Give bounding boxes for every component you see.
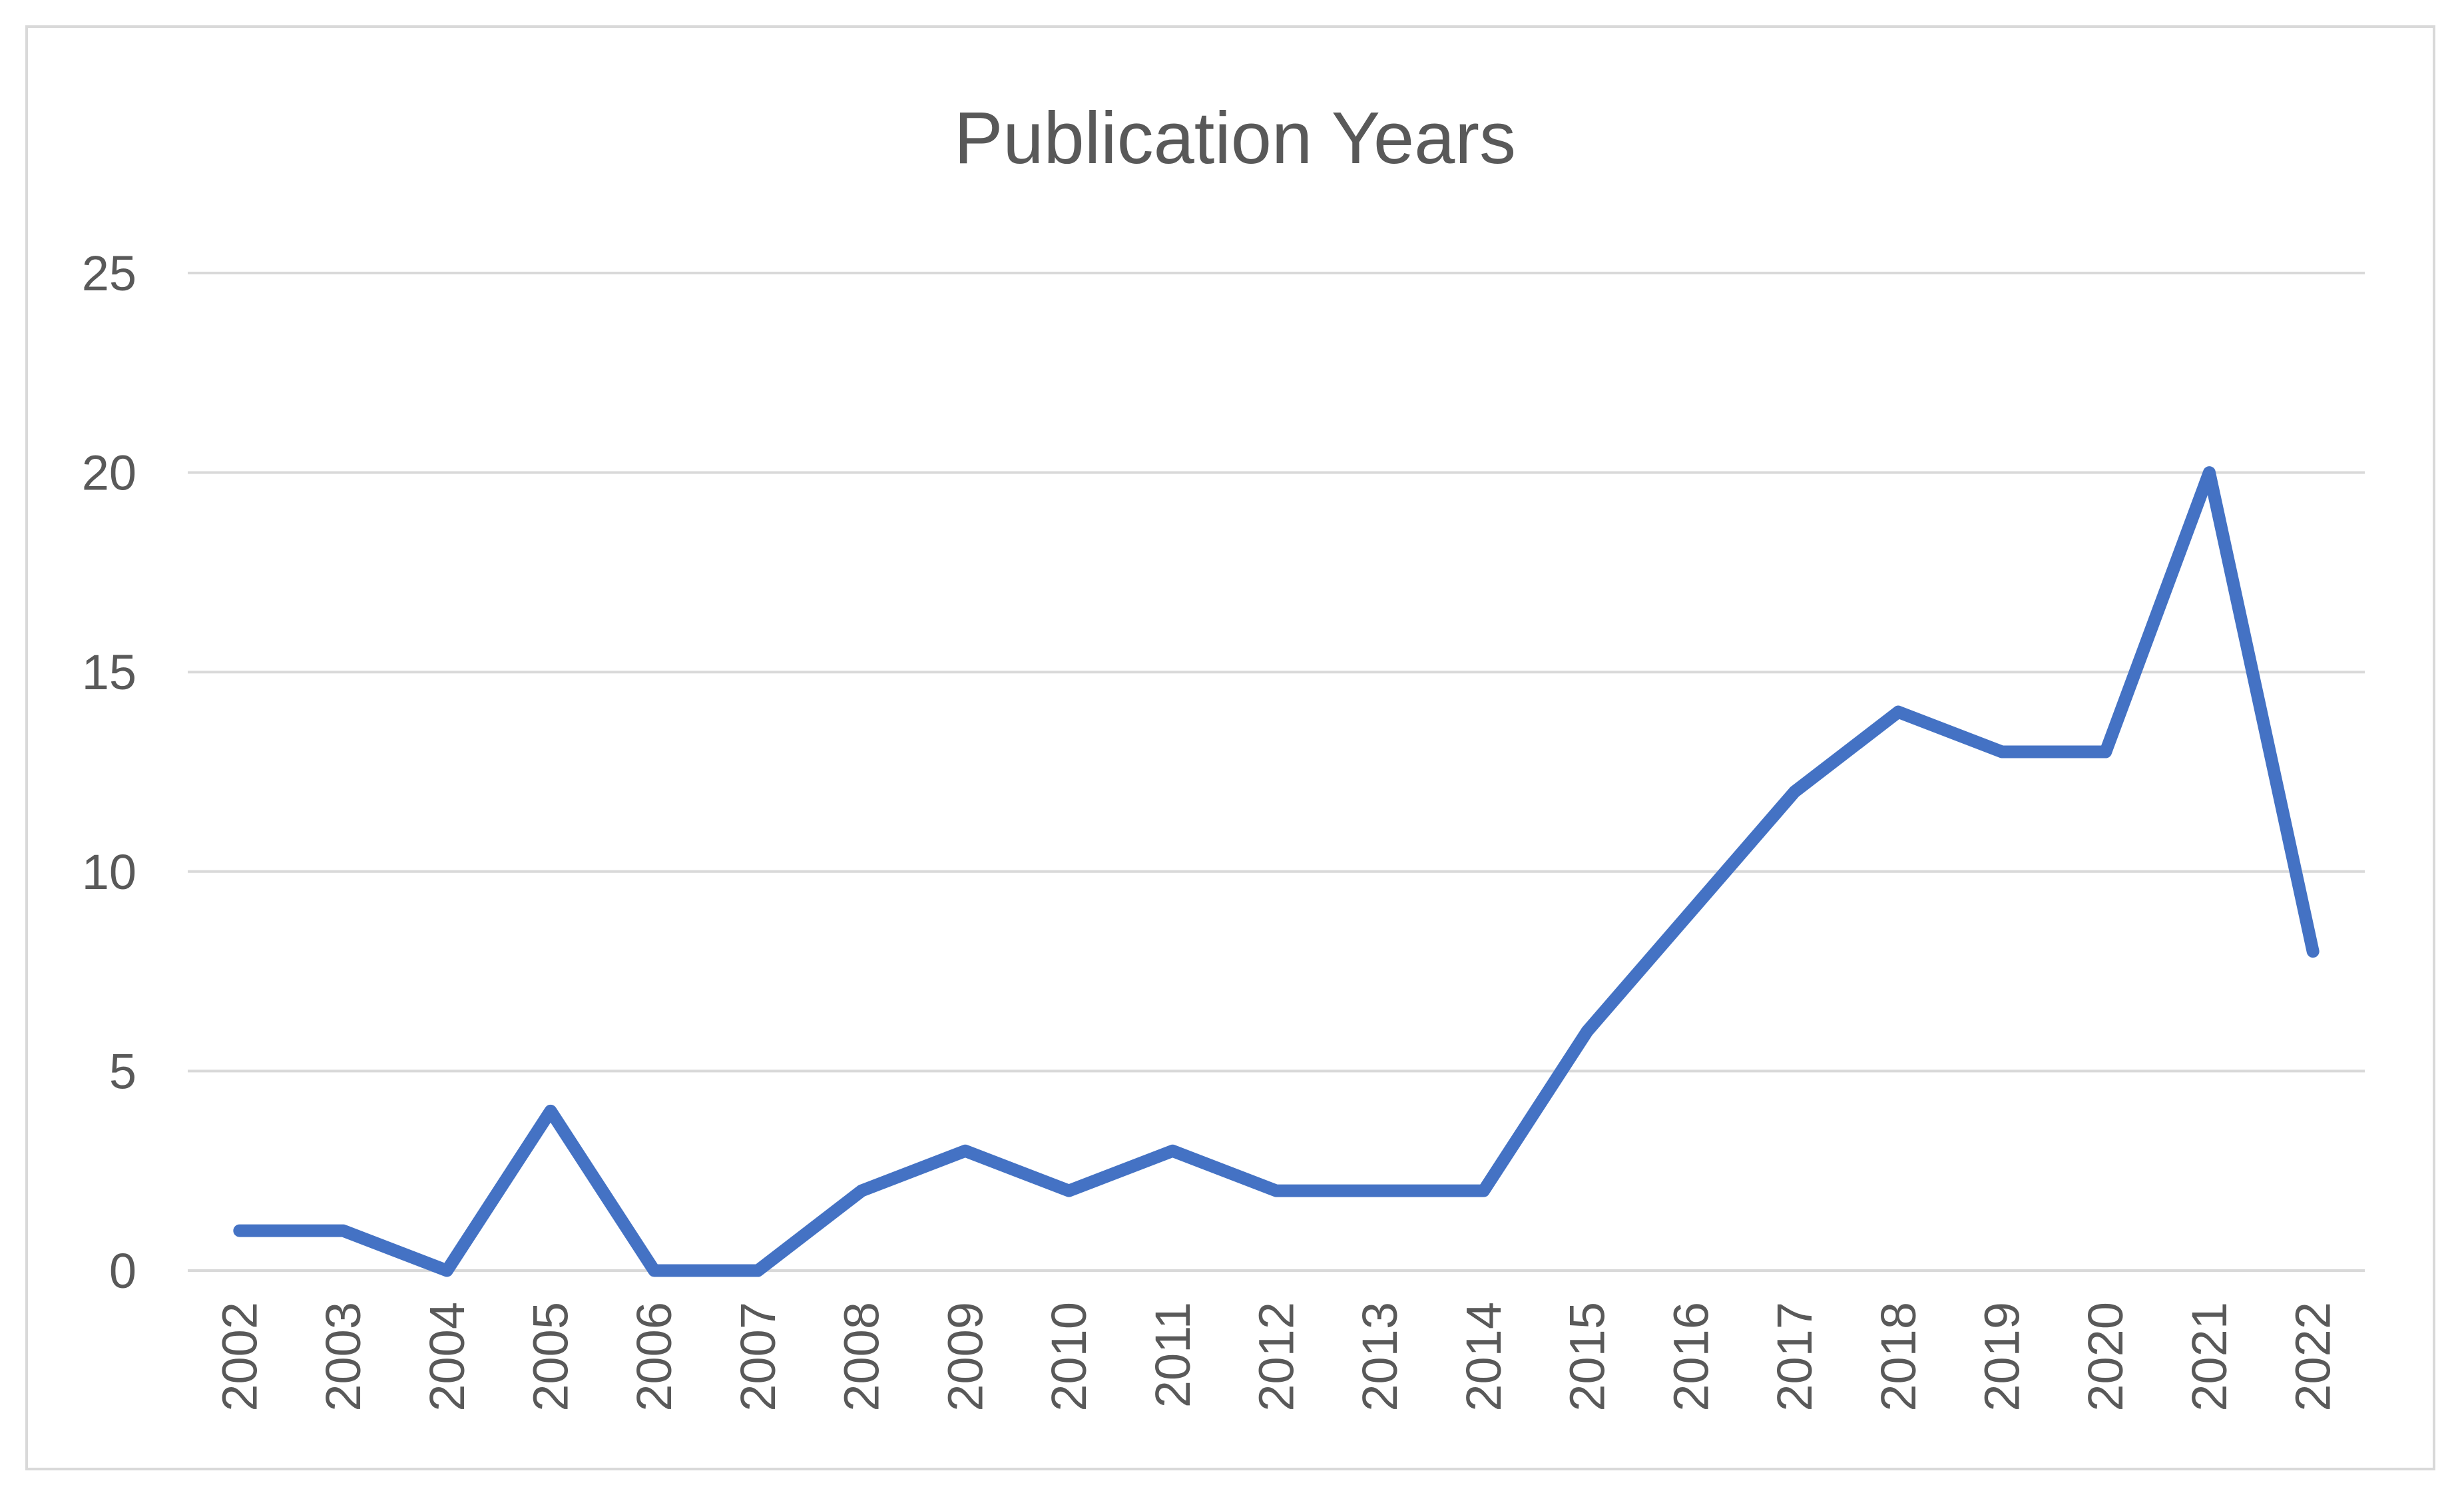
x-tick-label: 2008 xyxy=(834,1302,889,1412)
x-tick-label: 2016 xyxy=(1663,1302,1718,1412)
data-point xyxy=(1172,1150,1174,1152)
x-axis-ticks: 2002 2003 2004 2005 2006 2007 2008 2009 2010 2011… xyxy=(212,1302,2340,1412)
x-tick-label: 2022 xyxy=(2286,1302,2341,1412)
x-tick-label: 2014 xyxy=(1456,1302,1511,1412)
x-tick-label: 2013 xyxy=(1352,1302,1407,1412)
x-tick-label: 2003 xyxy=(316,1302,371,1412)
y-tick-label: 15 xyxy=(82,645,136,700)
data-point xyxy=(653,1270,655,1271)
data-point xyxy=(342,1230,344,1232)
x-tick-label: 2012 xyxy=(1249,1302,1304,1412)
chart-title: Publication Years xyxy=(954,97,1516,179)
x-tick-label: 2006 xyxy=(626,1302,682,1412)
x-tick-label: 2021 xyxy=(2182,1302,2237,1412)
data-point xyxy=(2104,751,2106,753)
data-point xyxy=(1794,790,1796,792)
data-point xyxy=(2312,950,2314,952)
y-axis-ticks: 0 5 10 15 20 25 xyxy=(82,246,136,1299)
data-point xyxy=(1276,1190,1277,1192)
x-tick-label: 2019 xyxy=(1975,1302,2030,1412)
y-tick-label: 10 xyxy=(82,844,136,900)
x-tick-label: 2007 xyxy=(730,1302,786,1412)
data-point xyxy=(446,1270,448,1271)
x-tick-label: 2005 xyxy=(523,1302,579,1412)
data-point xyxy=(1379,1190,1381,1192)
series-layer xyxy=(233,466,2320,1277)
x-tick-label: 2018 xyxy=(1871,1302,1926,1412)
data-point xyxy=(1483,1190,1485,1192)
x-tick-label: 2004 xyxy=(419,1302,475,1412)
data-point xyxy=(550,1110,551,1112)
data-point xyxy=(1897,711,1899,713)
data-point xyxy=(2208,471,2210,473)
data-point xyxy=(861,1190,863,1192)
y-tick-label: 20 xyxy=(82,446,136,501)
data-point xyxy=(2001,751,2003,753)
data-point xyxy=(964,1150,966,1152)
data-point xyxy=(1068,1190,1070,1192)
data-point xyxy=(1587,1030,1589,1032)
y-tick-label: 5 xyxy=(109,1044,136,1099)
x-tick-label: 2015 xyxy=(1560,1302,1615,1412)
x-tick-label: 2011 xyxy=(1145,1302,1200,1408)
data-point xyxy=(1690,910,1692,912)
x-tick-label: 2009 xyxy=(937,1302,993,1412)
x-tick-label: 2020 xyxy=(2078,1302,2133,1412)
x-tick-label: 2002 xyxy=(212,1302,267,1412)
x-tick-label: 2010 xyxy=(1041,1302,1097,1412)
y-tick-label: 25 xyxy=(82,246,136,301)
data-point xyxy=(238,1230,240,1232)
data-point xyxy=(757,1270,759,1271)
x-tick-label: 2017 xyxy=(1767,1302,1822,1412)
y-tick-label: 0 xyxy=(109,1243,136,1299)
gridlines xyxy=(188,272,2365,1272)
